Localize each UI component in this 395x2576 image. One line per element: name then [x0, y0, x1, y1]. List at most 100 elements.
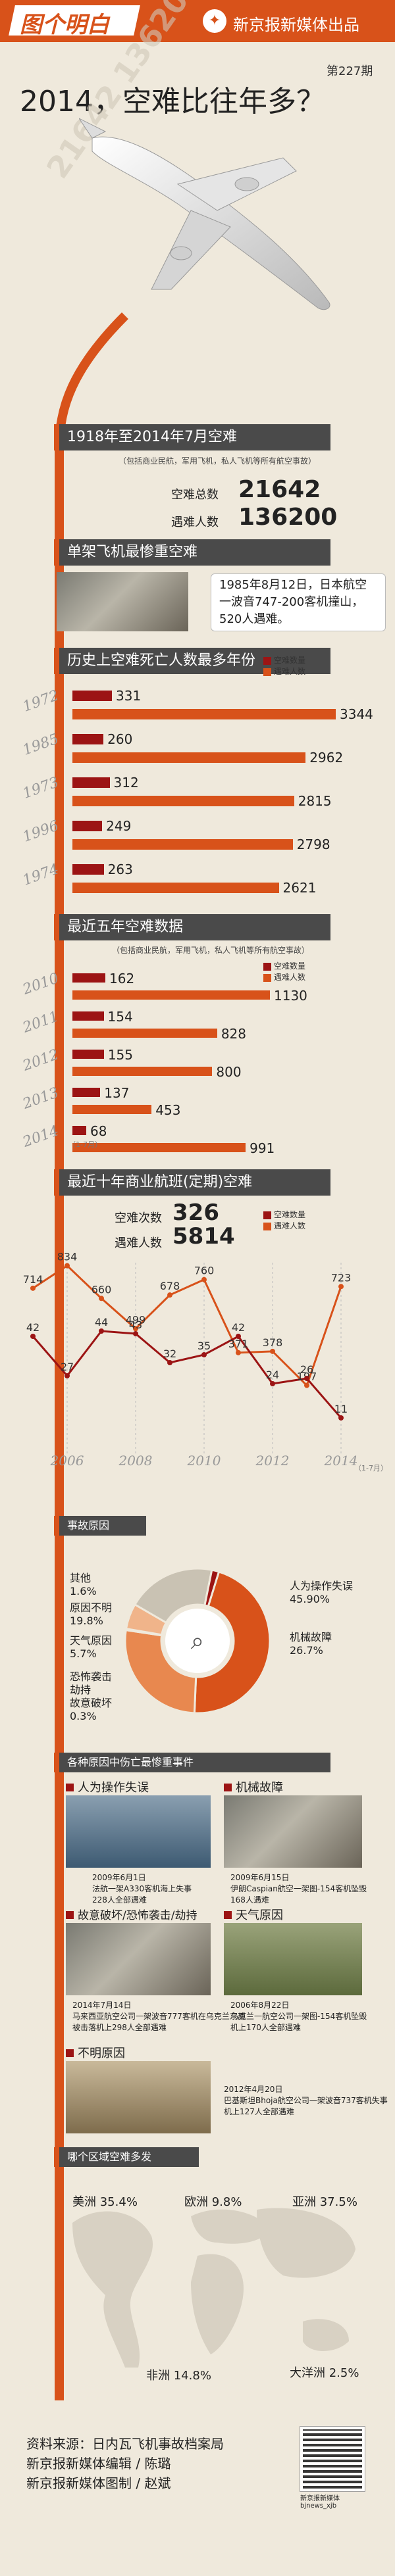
count-point: [167, 1360, 172, 1365]
airplane-illustration: [79, 118, 330, 310]
cause-name: 机械故障: [290, 1631, 332, 1643]
bar-count: [72, 973, 105, 983]
region-name: 非洲: [146, 2369, 170, 2383]
bar-count: [72, 1050, 104, 1059]
event-human-title: 人为操作失误: [66, 1778, 149, 1795]
legend-victims: 遇难人数: [263, 1220, 305, 1231]
bar-victims-label: 991: [250, 1140, 275, 1156]
section-band-regions: 哪个区域空难多发: [54, 2147, 199, 2167]
region-name: 亚洲: [292, 2195, 316, 2209]
year-label: 2010: [20, 970, 61, 998]
count-point-label: 35: [198, 1340, 211, 1352]
footer-editor: 新京报新媒体编辑 / 陈璐: [26, 2456, 171, 2471]
bar-victims: [72, 1105, 152, 1114]
year-label: 2013: [20, 1084, 61, 1113]
history-bar-chart: 1972 331 3344 1985 260 2962 1973 312 2815 1996 249…: [0, 684, 395, 908]
cause-name: 恐怖袭击 劫持 故意破坏: [70, 1670, 113, 1709]
victims-label: 遇难人数: [171, 516, 219, 529]
count-line: [32, 1330, 342, 1419]
event-weather-title: 天气原因: [224, 1906, 283, 1923]
total-label: 空难总数: [171, 488, 219, 502]
region-pct: 2.5%: [329, 2366, 359, 2380]
legend-swatch: [263, 973, 271, 982]
year-label: 1985: [20, 731, 61, 759]
victims-point: [338, 1284, 344, 1290]
victims-point: [304, 1382, 309, 1388]
bar-victims: [72, 796, 294, 806]
bar-count-label: 312: [113, 775, 139, 790]
region-name: 大洋洲: [290, 2366, 325, 2380]
bar-count-label: 260: [107, 731, 133, 747]
band-title: 事故原因: [67, 1519, 110, 1532]
event-mechanical-caption: 2009年6月15日 伊朗Caspian航空一架图-154客机坠毁 168人遇难: [230, 1873, 367, 1905]
legend-swatch: [263, 668, 271, 676]
decade-line-chart: 2006 2008 2010 2012 2014 714 42 834 27 660 44 49943…: [23, 1251, 358, 1469]
event-terror-title: 故意破坏/恐怖袭击/劫持: [66, 1906, 197, 1922]
victims-point: [65, 1263, 70, 1269]
decade-victims-label: 遇难人数: [115, 1236, 162, 1250]
bar-count: [72, 734, 104, 744]
footer-source: 资料来源：日内瓦飞机事故档案局: [26, 2436, 224, 2452]
red-square-icon: [224, 1784, 232, 1791]
year-label: 2012: [20, 1046, 61, 1075]
section-band-causes: 事故原因: [54, 1516, 146, 1536]
victims-point-label: 760: [194, 1265, 215, 1277]
x-tick-label: 2006: [50, 1453, 84, 1469]
cause-label: 其他 1.6%: [70, 1572, 97, 1598]
count-point: [338, 1415, 344, 1421]
red-square-icon: [66, 1784, 74, 1791]
legend-label: 遇难人数: [274, 667, 306, 676]
section-band-recent5: 最近五年空难数据: [54, 914, 330, 940]
donut-center: [165, 1609, 230, 1673]
victims-point: [133, 1326, 138, 1332]
count-point-label: 43: [129, 1319, 142, 1331]
event-human-caption: 2009年6月1日 法航一架A330客机海上失事 228人全部遇难: [92, 1873, 192, 1905]
qr-code[interactable]: [300, 2427, 365, 2491]
count-point: [236, 1334, 241, 1339]
legend-count: 空难数量: [263, 1209, 305, 1220]
event-unknown-photo: [66, 2061, 211, 2133]
event-mechanical-photo: [224, 1795, 362, 1868]
bar-victims-label: 2798: [296, 837, 330, 852]
footer-designer: 新京报新媒体图制 / 赵斌: [26, 2475, 171, 2491]
x-tick-label: 2008: [118, 1453, 153, 1469]
count-point-label: 11: [334, 1403, 348, 1415]
count-point: [65, 1373, 70, 1378]
victims-point-label: 723: [331, 1271, 352, 1284]
bar-victims-label: 2962: [309, 750, 344, 766]
victims-point-label: 660: [92, 1283, 112, 1296]
bar-victims-label: 1130: [274, 988, 307, 1004]
bar-count: [72, 691, 112, 701]
cause-pct: 0.3%: [70, 1710, 97, 1722]
band-title: 哪个区域空难多发: [67, 2151, 152, 2163]
bar-count-label: 331: [116, 688, 142, 704]
donut-slice: [193, 1570, 271, 1714]
issue-number: 第227期: [327, 64, 373, 78]
event-mechanical-title: 机械故障: [224, 1778, 283, 1795]
event-title: 故意破坏/恐怖袭击/劫持: [78, 1909, 198, 1922]
section-note: （包括商业民航，军用飞机，私人飞机等所有航空事故）: [112, 946, 310, 955]
region-pct: 35.4%: [99, 2195, 138, 2209]
region-pct: 14.8%: [173, 2369, 211, 2383]
legend-swatch: [263, 962, 271, 971]
legend-label: 空难数量: [274, 961, 306, 971]
bar-count: [72, 777, 110, 788]
count-point-label: 44: [95, 1316, 108, 1328]
legend-count: 空难数量: [263, 654, 305, 666]
bar-victims-label: 2621: [282, 880, 317, 896]
year-label: 1996: [20, 817, 61, 846]
bar-victims-label: 828: [221, 1026, 246, 1042]
bar-count-label: 263: [107, 862, 133, 877]
legend-label: 遇难人数: [274, 1221, 306, 1230]
event-unknown-title: 不明原因: [66, 2044, 125, 2061]
event-weather-photo: [224, 1923, 362, 1995]
legend-victims: 遇难人数: [263, 971, 305, 983]
victims-point-label: 678: [160, 1280, 180, 1292]
victims-line: [32, 1264, 342, 1388]
causes-donut-chart: ⌕: [124, 1567, 271, 1714]
donut-slice: [124, 1628, 198, 1714]
wreckage-photo: [57, 572, 188, 631]
bar-count-label: 68: [90, 1123, 107, 1139]
count-point-label: 24: [266, 1369, 279, 1381]
bar-count-label: 162: [109, 971, 135, 986]
